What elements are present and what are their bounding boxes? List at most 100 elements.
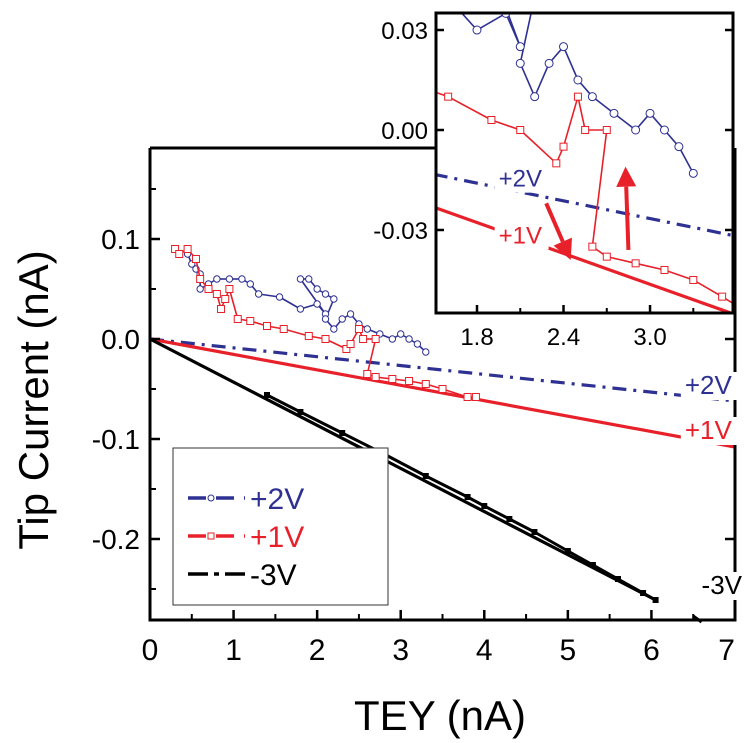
data-point-p2V xyxy=(413,340,422,348)
data-point-m3V xyxy=(531,529,538,535)
data-point-p1V xyxy=(388,375,397,383)
inset-background xyxy=(436,13,733,313)
x-axis-label: TEY (nA) xyxy=(354,692,526,739)
data-point-p1V xyxy=(246,317,255,325)
series-line-p2V xyxy=(591,96,615,114)
data-point-p2V xyxy=(330,295,338,303)
inset-x-tick-label: 2.4 xyxy=(547,324,580,351)
data-point-m3V xyxy=(297,409,304,415)
series-line-m3V xyxy=(592,563,619,581)
x-tick-label: 2 xyxy=(309,634,326,667)
data-point-p2V xyxy=(313,300,321,308)
legend-label-p2V: +2V xyxy=(250,483,304,516)
data-point-p2V xyxy=(254,290,263,298)
data-point-p1V xyxy=(171,245,180,253)
data-point-p1V xyxy=(463,393,472,401)
x-tick-label: 4 xyxy=(476,634,493,667)
y-axis-label: Tip Current (nA) xyxy=(10,250,57,550)
series-line-m3V xyxy=(483,504,511,521)
data-point-m3V xyxy=(614,576,621,582)
data-point-m3V xyxy=(464,494,471,500)
series-line-m3V xyxy=(425,474,469,499)
data-point-p2V xyxy=(305,275,313,283)
data-point-p1V xyxy=(196,275,205,283)
series-line-m3V-tail xyxy=(692,614,703,624)
series-line-m3V xyxy=(299,410,343,435)
data-point-p1V xyxy=(363,370,372,378)
series-line-p1V xyxy=(635,262,665,271)
data-point-p2V xyxy=(363,325,371,333)
legend: +2V +1V -3V xyxy=(172,447,389,606)
data-point-p2V xyxy=(246,280,254,288)
inset-annotation-bg xyxy=(494,166,549,193)
data-point-p1V xyxy=(359,335,368,343)
data-point-p1V xyxy=(342,345,351,353)
series-line-p2V xyxy=(507,13,522,47)
fit-line-p1V xyxy=(436,206,733,313)
data-point-p1V xyxy=(588,242,597,251)
y-tick-label: 0.0 xyxy=(101,324,140,355)
x-tick-label: 7 xyxy=(718,634,735,667)
series-line-p2V xyxy=(299,278,327,315)
data-point-p1V xyxy=(602,126,611,134)
data-point-p1V xyxy=(321,335,330,343)
data-point-p1V xyxy=(405,377,414,385)
data-point-p1V xyxy=(581,126,590,134)
series-line-p1V xyxy=(591,129,608,247)
series-line-p1V xyxy=(519,129,557,164)
data-point-p2V xyxy=(422,348,430,356)
data-point-p2V xyxy=(313,285,321,293)
x-tick-label: 3 xyxy=(392,634,409,667)
data-point-p1V xyxy=(183,245,192,253)
data-point-p1V xyxy=(602,252,611,261)
inset-series-annotation: +1V xyxy=(499,222,542,249)
data-point-p1V xyxy=(233,315,242,323)
legend-marker-p2V xyxy=(207,494,215,502)
data-point-p1V xyxy=(304,332,313,340)
data-point-m3V xyxy=(589,562,596,568)
series-annotation: -3V xyxy=(702,570,743,600)
data-point-p2V xyxy=(609,108,619,118)
series-line-p1V xyxy=(692,279,723,298)
data-point-p2V xyxy=(515,58,525,68)
annotation-bg xyxy=(697,572,748,600)
arrow-up-shaft xyxy=(624,186,631,251)
data-point-p1V xyxy=(631,259,640,268)
data-point-p1V xyxy=(438,385,447,393)
data-point-p2V xyxy=(296,275,305,283)
y-tick-label: -0.1 xyxy=(92,424,140,455)
fit-line-m3V xyxy=(150,337,657,602)
series-line-p1V xyxy=(442,388,468,398)
data-point-p1V xyxy=(354,325,363,333)
data-point-p1V xyxy=(471,393,480,401)
series-line-p1V xyxy=(491,119,521,131)
series-line-p2V xyxy=(519,13,532,64)
y-tick-label: -0.2 xyxy=(92,524,140,555)
data-point-p2V xyxy=(346,310,355,318)
series-line-p1V xyxy=(562,96,579,147)
data-point-p1V xyxy=(660,265,669,274)
data-point-p2V xyxy=(530,92,540,102)
annotation-bg xyxy=(680,417,739,445)
data-point-p1V xyxy=(573,92,582,101)
arrow-down-head xyxy=(553,237,572,260)
data-point-p2V xyxy=(238,275,246,283)
inset-y-tick-label: 0.03 xyxy=(381,18,428,45)
series-line-m3V xyxy=(567,549,594,567)
series-line-m3V xyxy=(533,530,569,553)
data-point-p2V xyxy=(296,305,305,313)
data-point-p1V xyxy=(689,275,698,284)
series-line-p2V xyxy=(562,46,579,81)
data-point-p2V xyxy=(674,142,684,152)
legend-label-p1V: +1V xyxy=(250,521,304,554)
data-point-p1V xyxy=(279,325,288,333)
data-point-p2V xyxy=(225,275,234,283)
data-point-p2V xyxy=(196,285,204,293)
data-point-p1V xyxy=(175,250,184,258)
x-tick-label: 5 xyxy=(560,634,577,667)
series-line-m3V xyxy=(508,517,536,534)
legend-label-m3V: -3V xyxy=(250,559,297,592)
data-point-m3V xyxy=(506,516,513,522)
